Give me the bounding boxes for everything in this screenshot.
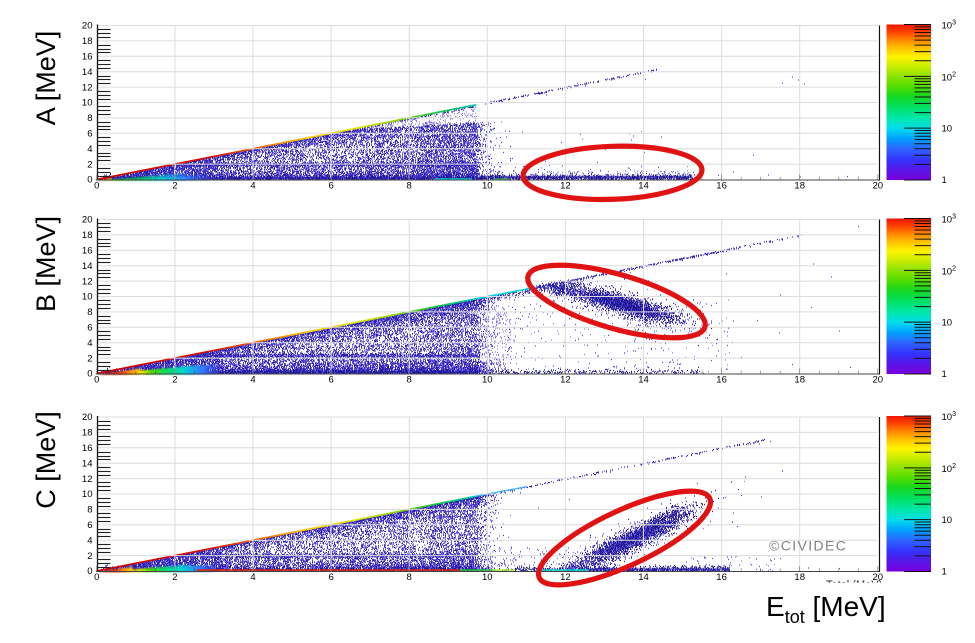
svg-text:8: 8 <box>87 113 92 124</box>
svg-text:16: 16 <box>82 52 93 63</box>
svg-text:2: 2 <box>87 353 92 364</box>
svg-text:4: 4 <box>87 535 92 546</box>
svg-text:4: 4 <box>250 180 255 191</box>
svg-text:18: 18 <box>82 230 93 241</box>
svg-text:4: 4 <box>87 338 92 349</box>
svg-text:10: 10 <box>942 515 953 526</box>
svg-text:8: 8 <box>407 180 412 191</box>
svg-text:16: 16 <box>716 180 727 191</box>
svg-text:C [MeV]: C [MeV] <box>31 411 61 509</box>
svg-text:12: 12 <box>560 374 571 385</box>
svg-text:14: 14 <box>638 180 649 191</box>
svg-text:10: 10 <box>82 489 93 500</box>
svg-text:18: 18 <box>794 180 805 191</box>
svg-text:©CIVIDEC: ©CIVIDEC <box>769 538 847 554</box>
svg-text:8: 8 <box>407 572 412 583</box>
svg-text:20: 20 <box>82 412 93 423</box>
svg-text:6: 6 <box>87 520 92 531</box>
svg-text:14: 14 <box>82 261 93 272</box>
svg-text:8: 8 <box>407 374 412 385</box>
svg-text:18: 18 <box>82 428 93 439</box>
svg-text:10: 10 <box>82 292 93 303</box>
svg-text:1: 1 <box>942 369 947 380</box>
svg-text:16: 16 <box>716 374 727 385</box>
svg-text:10: 10 <box>82 98 93 109</box>
svg-text:10: 10 <box>482 374 493 385</box>
svg-text:20: 20 <box>82 215 93 226</box>
svg-text:6: 6 <box>328 572 333 583</box>
svg-text:Etot [MeV]: Etot [MeV] <box>766 591 886 627</box>
svg-text:16: 16 <box>82 246 93 257</box>
svg-text:2: 2 <box>172 374 177 385</box>
svg-text:18: 18 <box>794 374 805 385</box>
svg-text:20: 20 <box>873 180 884 191</box>
svg-text:12: 12 <box>82 82 93 93</box>
svg-text:12: 12 <box>82 474 93 485</box>
svg-text:14: 14 <box>82 458 93 469</box>
svg-text:4: 4 <box>250 374 255 385</box>
svg-text:6: 6 <box>87 129 92 140</box>
svg-text:10: 10 <box>942 317 953 328</box>
svg-text:8: 8 <box>87 505 92 516</box>
svg-text:16: 16 <box>82 443 93 454</box>
svg-text:14: 14 <box>82 67 93 78</box>
svg-text:10: 10 <box>482 180 493 191</box>
svg-text:20: 20 <box>873 374 884 385</box>
svg-text:14: 14 <box>638 572 649 583</box>
svg-text:20: 20 <box>82 21 93 32</box>
svg-text:12: 12 <box>560 572 571 583</box>
svg-text:A [MeV]: A [MeV] <box>31 31 61 126</box>
svg-text:2: 2 <box>87 551 92 562</box>
svg-text:0: 0 <box>94 374 99 385</box>
svg-text:1: 1 <box>942 175 947 186</box>
svg-text:6: 6 <box>87 323 92 334</box>
svg-text:2: 2 <box>87 159 92 170</box>
svg-text:0: 0 <box>94 180 99 191</box>
svg-text:Total (MeV): Total (MeV) <box>826 579 882 591</box>
svg-text:8: 8 <box>87 307 92 318</box>
svg-text:14: 14 <box>638 374 649 385</box>
svg-text:1: 1 <box>942 567 947 578</box>
svg-text:2: 2 <box>172 180 177 191</box>
svg-text:10: 10 <box>942 123 953 134</box>
svg-text:0: 0 <box>87 566 92 577</box>
svg-text:18: 18 <box>794 572 805 583</box>
svg-text:12: 12 <box>82 276 93 287</box>
svg-text:12: 12 <box>560 180 571 191</box>
svg-text:18: 18 <box>82 36 93 47</box>
svg-text:4: 4 <box>250 572 255 583</box>
svg-text:20: 20 <box>873 572 884 583</box>
svg-text:B [MeV]: B [MeV] <box>31 216 61 312</box>
svg-text:6: 6 <box>328 374 333 385</box>
svg-text:0: 0 <box>87 175 92 186</box>
svg-text:2: 2 <box>172 572 177 583</box>
svg-text:10: 10 <box>482 572 493 583</box>
svg-text:0: 0 <box>94 572 99 583</box>
svg-text:4: 4 <box>87 144 92 155</box>
svg-text:16: 16 <box>716 572 727 583</box>
svg-text:0: 0 <box>87 369 92 380</box>
svg-text:6: 6 <box>328 180 333 191</box>
